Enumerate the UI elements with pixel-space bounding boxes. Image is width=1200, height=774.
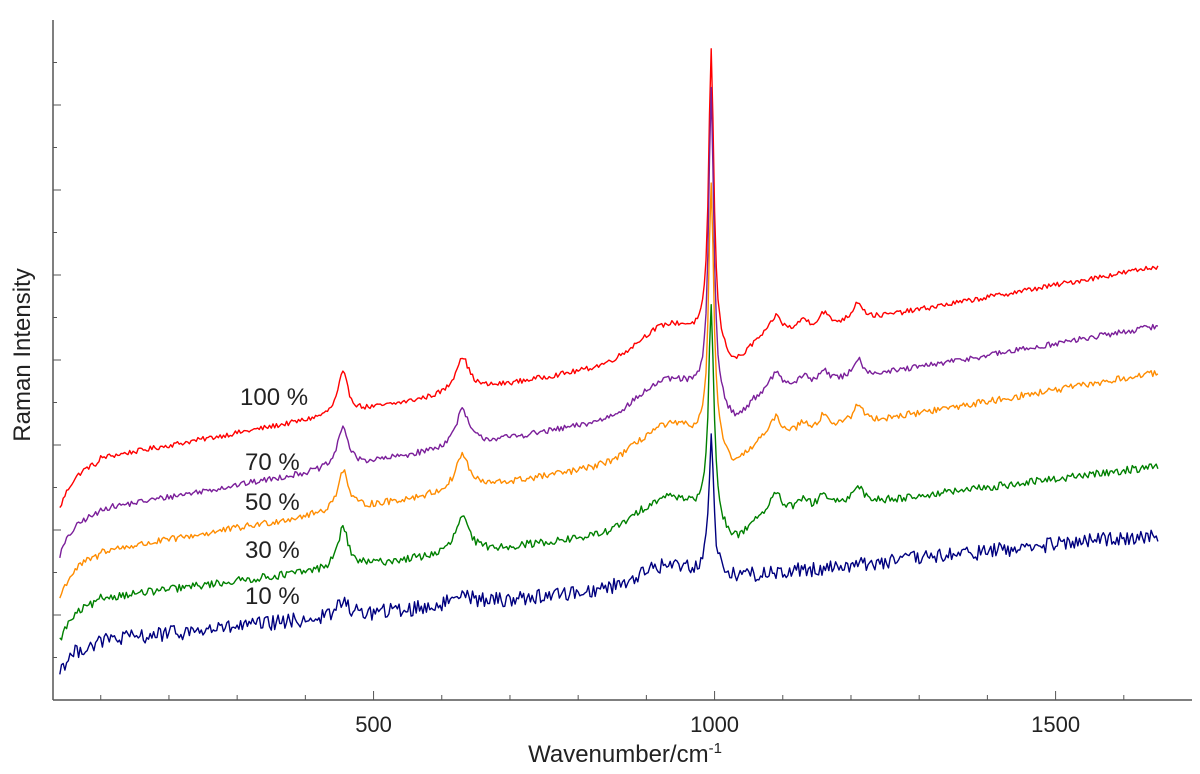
series-label: 100 % [240,384,308,411]
x-axis-title-superscript: -1 [709,740,722,757]
series-line [59,304,1159,641]
axes [52,20,1192,701]
series-label: 30 % [245,537,300,564]
x-tick-label: 1500 [1031,712,1080,737]
series-line [59,433,1159,675]
series-line [59,48,1159,509]
y-ticks [53,62,61,658]
x-tick-label: 1000 [690,712,739,737]
series-label: 10 % [245,583,300,610]
series-label: 70 % [245,449,300,476]
series-lines [59,48,1159,675]
y-axis-title: Raman Intensity [9,268,36,441]
x-ticks [100,691,1125,700]
x-axis-title: Wavenumber/cm-1 [528,740,722,768]
series-line [59,86,1159,559]
series-labels: 100 % 70 % 50 % 30 % 10 % [240,384,308,610]
series-label: 50 % [245,489,300,516]
series-line [59,182,1159,599]
x-tick-label: 500 [355,712,392,737]
x-tick-labels: 500 1000 1500 [355,712,1080,737]
